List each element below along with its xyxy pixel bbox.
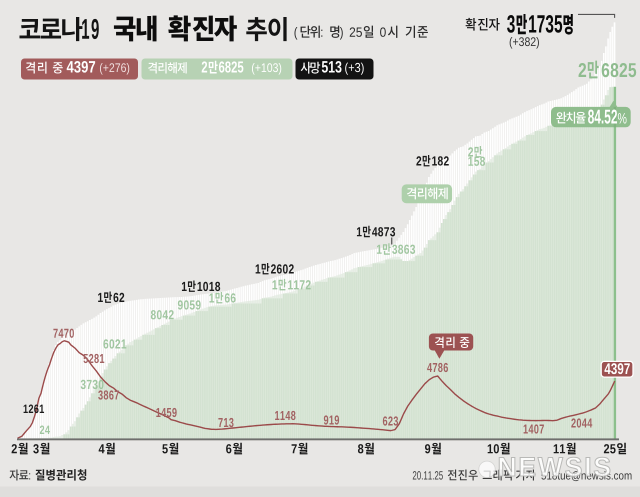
svg-text:NEWSIS: NEWSIS	[498, 452, 613, 482]
